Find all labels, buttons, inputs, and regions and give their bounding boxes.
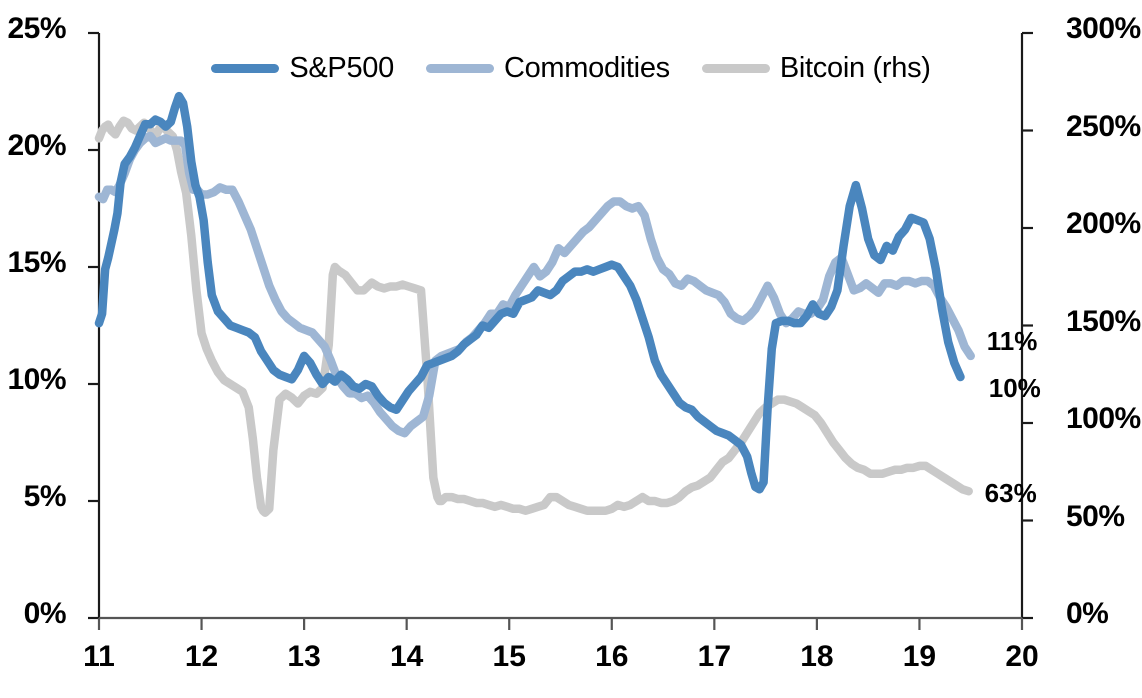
x-axis-tick-label: 17: [697, 640, 732, 673]
x-axis-tick-label: 19: [902, 640, 937, 673]
series-line-sp500: [94, 91, 965, 494]
legend-swatch-commodities: [425, 64, 494, 73]
x-axis-tick-label: 12: [184, 640, 219, 673]
y-axis-left-tick-label: 25%: [7, 12, 66, 45]
legend-label-commodities: Commodities: [503, 52, 670, 84]
y-axis-right-tick-label: 150%: [1066, 304, 1141, 338]
x-axis-tick-label: 11: [83, 640, 115, 673]
series-line-bitcoin: [94, 116, 973, 517]
end-label-bitcoin: 63%: [984, 478, 1037, 509]
y-axis-left-tick-label: 5%: [23, 480, 67, 513]
y-axis-right-tick-label: 200%: [1066, 207, 1141, 240]
x-axis-tick-label: 15: [492, 640, 526, 673]
y-axis-right-tick-label: 50%: [1066, 499, 1125, 533]
y-axis-left-tick-label: 0%: [23, 597, 67, 630]
y-axis-right-tick-label: 0%: [1066, 597, 1109, 630]
legend-item-bitcoin: Bitcoin (rhs): [701, 52, 931, 85]
y-axis-left-tick-label: 15%: [7, 246, 66, 279]
chart-legend: S&P500 Commodities Bitcoin (rhs): [0, 52, 1142, 85]
x-axis-tick-label: 16: [595, 640, 629, 673]
legend-item-commodities: Commodities: [425, 52, 670, 85]
x-axis-tick-label: 13: [287, 640, 321, 673]
y-axis-left-tick-label: 20%: [7, 129, 66, 162]
x-axis-tick-label: 14: [389, 640, 424, 673]
y-axis-right-tick-label: 300%: [1066, 12, 1141, 45]
y-axis-right-tick-label: 100%: [1066, 402, 1141, 435]
legend-label-sp500: S&P500: [289, 52, 394, 84]
legend-item-sp500: S&P500: [211, 52, 394, 85]
x-axis-tick-label: 20: [1005, 640, 1039, 673]
legend-label-bitcoin: Bitcoin (rhs): [779, 52, 931, 84]
x-axis-tick-label: 18: [800, 640, 834, 673]
y-axis-left-tick-label: 10%: [7, 363, 66, 396]
legend-swatch-bitcoin: [701, 64, 770, 73]
y-axis-right-tick-label: 250%: [1066, 109, 1141, 143]
end-label-commodities: 11%: [986, 325, 1038, 356]
legend-swatch-sp500: [211, 64, 280, 73]
series-line-commodities: [94, 131, 975, 438]
end-label-sp500: 10%: [988, 372, 1041, 403]
